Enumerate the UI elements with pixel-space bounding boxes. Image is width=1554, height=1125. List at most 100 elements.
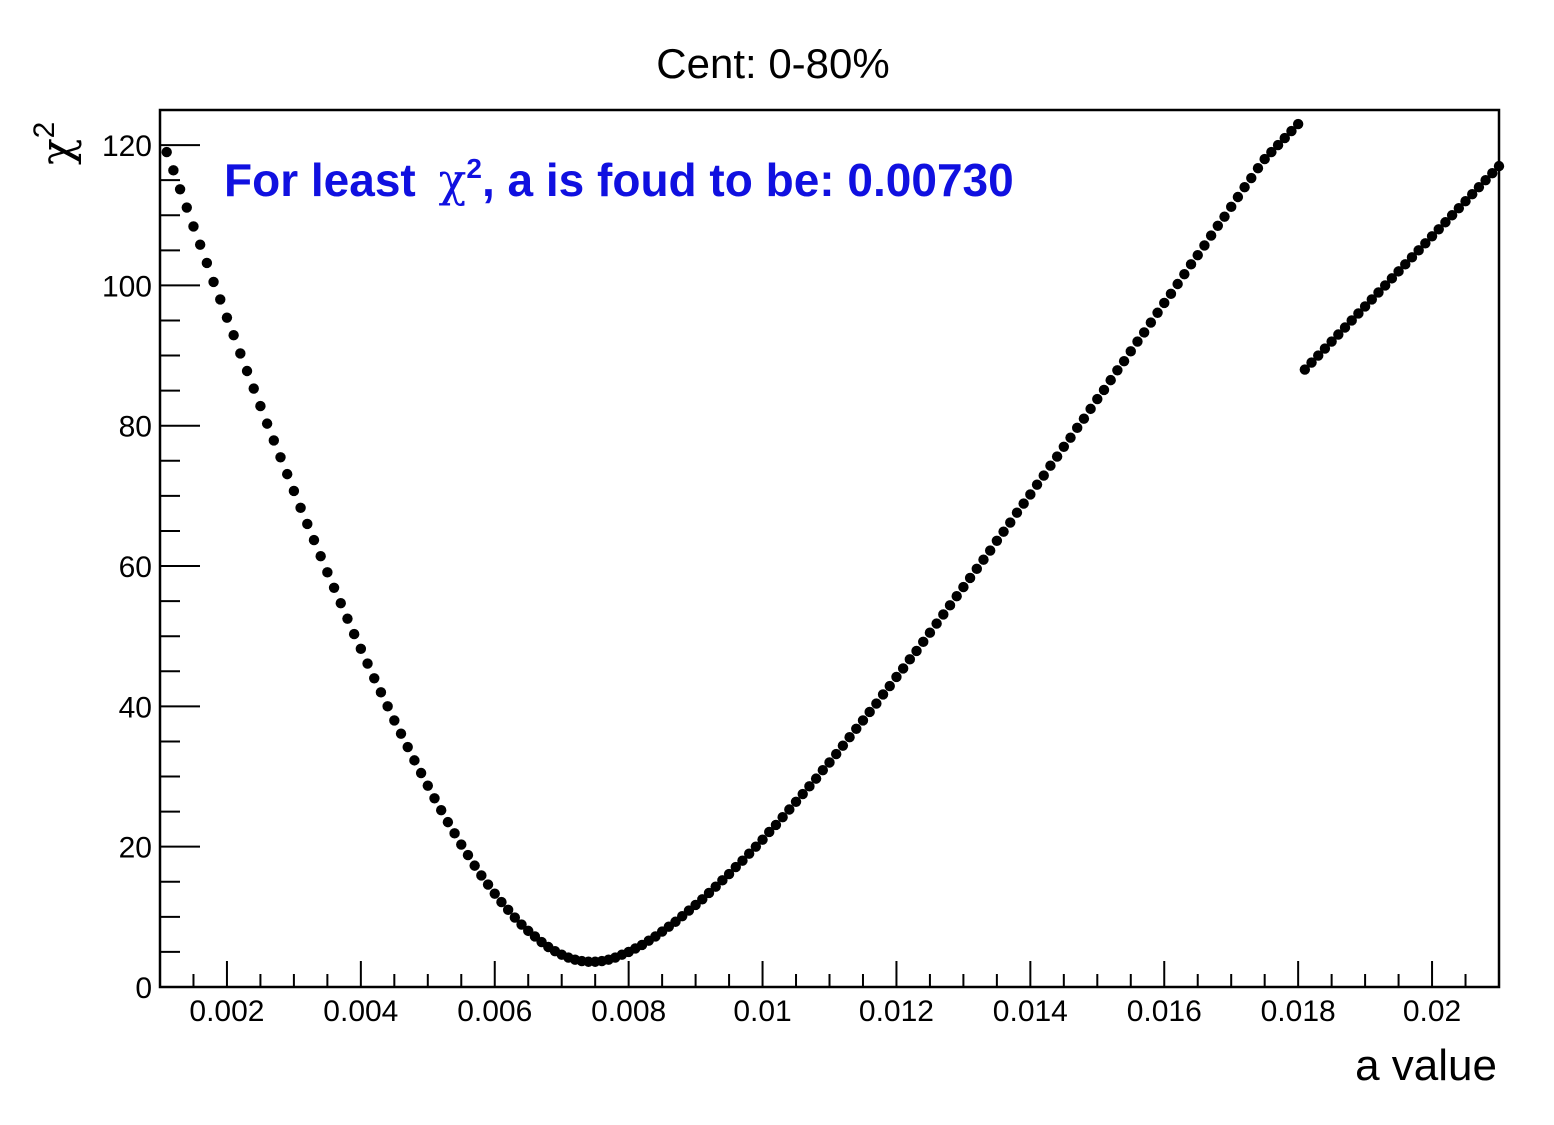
x-tick-label: 0.002 (189, 995, 264, 1028)
data-point (402, 741, 413, 753)
data-point (1165, 288, 1177, 300)
data-point (1152, 307, 1163, 318)
data-point (1125, 346, 1136, 357)
data-point (516, 919, 527, 930)
data-point (764, 826, 775, 838)
data-point (1292, 118, 1304, 130)
data-point (891, 671, 902, 683)
data-point (784, 804, 795, 815)
data-point (1313, 350, 1324, 361)
y-tick-label: 20 (119, 832, 152, 865)
data-point (502, 904, 514, 916)
data-point (1386, 273, 1398, 284)
data-point (1440, 217, 1451, 228)
data-point (369, 673, 380, 684)
x-tick-label: 0.006 (457, 995, 532, 1028)
data-point (991, 535, 1003, 546)
data-point (790, 796, 802, 807)
x-axis-ticks (159, 961, 1500, 987)
data-point (469, 860, 480, 871)
data-point (918, 636, 929, 648)
y-tick-label: 120 (102, 130, 152, 163)
data-point (235, 348, 246, 359)
data-point (1487, 167, 1498, 179)
data-point (1098, 384, 1110, 396)
data-point (241, 365, 253, 377)
data-point (723, 868, 735, 880)
data-point (817, 765, 829, 776)
y-tick-label: 0 (135, 972, 152, 1005)
data-point (1359, 301, 1371, 312)
x-tick-label: 0.004 (323, 995, 398, 1028)
data-point (228, 330, 239, 341)
data-point (931, 618, 942, 629)
data-point (851, 723, 862, 735)
data-point (335, 598, 346, 609)
data-point (509, 912, 521, 923)
data-point (1393, 266, 1404, 277)
y-tick-label: 40 (119, 691, 152, 724)
data-point (743, 848, 755, 859)
data-point (810, 773, 822, 784)
data-point (1005, 517, 1016, 528)
data-point (1473, 181, 1485, 193)
data-point (998, 526, 1009, 537)
x-axis-label: a value (1355, 1041, 1497, 1090)
annotation-chi-symbol: χ (439, 153, 467, 207)
x-axis-tick-labels: 0.002 0.004 0.006 0.008 0.01 0.012 0.014 0.016 0… (189, 995, 1461, 1028)
data-point (415, 767, 427, 779)
data-point (911, 645, 922, 657)
data-point (730, 861, 741, 873)
data-point (1192, 250, 1203, 261)
data-point (328, 582, 340, 593)
data-point (355, 643, 367, 655)
data-point (750, 841, 762, 852)
data-point (1286, 125, 1297, 137)
data-point (830, 748, 842, 760)
data-point (496, 896, 507, 908)
data-point (958, 581, 969, 593)
data-point (174, 184, 186, 195)
y-axis-label: χ2 (28, 122, 83, 165)
data-point (375, 687, 387, 698)
x-tick-label: 0.01 (733, 995, 791, 1028)
x-tick-label: 0.012 (859, 995, 934, 1028)
data-point (435, 804, 447, 816)
data-point (1232, 191, 1244, 203)
data-point (1185, 259, 1197, 270)
data-point (382, 701, 393, 712)
x-tick-label: 0.008 (591, 995, 666, 1028)
data-point (1246, 172, 1257, 184)
annotation-prefix: For least (224, 154, 429, 206)
data-point (897, 663, 909, 674)
data-point (824, 757, 835, 768)
data-point (422, 780, 433, 791)
data-point (1199, 240, 1210, 251)
data-point (1239, 181, 1250, 193)
data-point (442, 816, 454, 828)
data-point (261, 418, 273, 429)
data-point (924, 627, 936, 638)
x-tick-label: 0.016 (1127, 995, 1202, 1028)
data-point (710, 881, 721, 892)
data-point (194, 239, 206, 250)
data-point (737, 855, 748, 866)
data-point (1226, 201, 1237, 213)
x-tick-label: 0.02 (1403, 995, 1461, 1028)
data-point (201, 257, 213, 269)
data-point (1406, 252, 1418, 263)
data-point (1299, 364, 1311, 375)
data-point (1333, 329, 1344, 340)
data-point (315, 551, 326, 562)
data-point (1279, 132, 1290, 144)
data-point (362, 658, 373, 669)
data-point (1159, 297, 1170, 309)
data-point (1426, 231, 1438, 242)
data-point (275, 452, 286, 463)
y-axis-label-superscript: 2 (28, 122, 61, 139)
data-point (1413, 245, 1424, 256)
data-point (1373, 287, 1384, 298)
data-point (804, 781, 815, 792)
y-tick-label: 60 (119, 551, 152, 584)
data-point (864, 706, 875, 718)
